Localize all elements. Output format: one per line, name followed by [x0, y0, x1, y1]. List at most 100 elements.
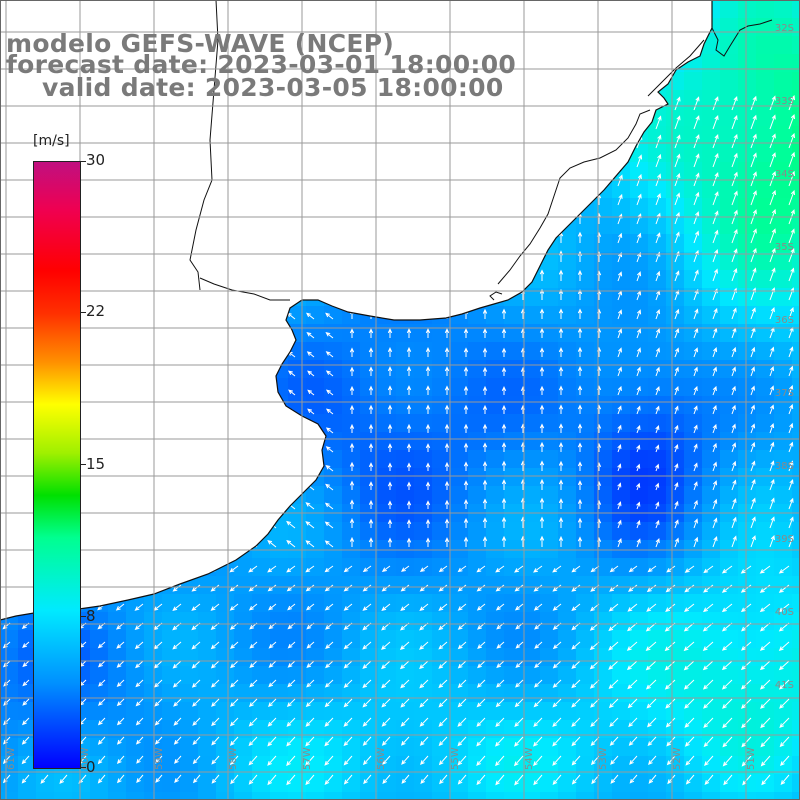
speed-cell	[414, 396, 433, 415]
speed-cell	[522, 774, 541, 793]
wind-arrow	[305, 698, 315, 708]
wind-arrow	[558, 517, 564, 528]
speed-cell	[378, 396, 397, 415]
wind-arrow	[514, 565, 524, 573]
speed-cell	[684, 720, 703, 739]
speed-cell	[144, 702, 163, 721]
wind-arrow	[305, 521, 315, 529]
speed-cell	[558, 558, 577, 577]
speed-cell	[234, 558, 253, 577]
coastline	[0, 0, 713, 621]
speed-cell	[720, 0, 739, 19]
speed-cell	[666, 342, 685, 361]
wind-arrow	[419, 584, 429, 592]
wind-arrow	[626, 641, 638, 651]
wind-arrow	[438, 603, 448, 611]
wind-arrow	[769, 385, 774, 396]
speed-cell	[180, 630, 199, 649]
wind-arrow	[457, 755, 467, 766]
speed-cell	[774, 342, 793, 361]
speed-cell	[198, 648, 217, 667]
wind-arrow	[617, 424, 622, 434]
latitude-label: 32S	[775, 23, 794, 34]
speed-cell	[144, 648, 163, 667]
wind-arrow	[684, 698, 695, 709]
wind-arrow	[636, 463, 641, 472]
speed-cell	[324, 486, 343, 505]
border-line	[189, 0, 705, 291]
speed-cell	[522, 756, 541, 775]
speed-cell	[360, 450, 379, 469]
speed-cell	[468, 738, 487, 757]
longitude-label: 56W	[376, 747, 387, 770]
speed-cell	[684, 378, 703, 397]
wind-arrow	[382, 755, 391, 765]
speed-cell	[648, 342, 667, 361]
wind-arrow	[533, 774, 543, 786]
wind-arrow	[769, 307, 775, 320]
wind-arrow	[712, 152, 719, 168]
speed-cell	[540, 306, 559, 325]
speed-cell	[360, 630, 379, 649]
wind-arrow	[636, 501, 641, 510]
speed-cell	[738, 72, 757, 91]
speed-cell	[702, 162, 721, 181]
wind-arrow	[400, 698, 410, 708]
wind-arrow	[381, 603, 391, 612]
wind-arrow	[608, 698, 619, 709]
speed-cell	[450, 432, 469, 451]
speed-cell	[756, 54, 775, 73]
speed-cell	[576, 612, 595, 631]
speed-cell	[648, 234, 667, 253]
speed-cell	[450, 468, 469, 487]
wind-arrow	[387, 443, 393, 452]
speed-cell	[594, 792, 613, 800]
wind-arrow	[750, 423, 756, 434]
speed-cell	[306, 630, 325, 649]
wind-arrow	[325, 408, 334, 415]
speed-cell	[774, 414, 793, 433]
wind-arrow	[419, 660, 429, 670]
speed-cell	[414, 792, 433, 800]
speed-cell	[414, 558, 433, 577]
wind-arrow	[496, 679, 505, 688]
speed-cell	[774, 162, 793, 181]
speed-cell	[540, 432, 559, 451]
wind-arrow	[558, 385, 564, 395]
speed-cell	[342, 648, 361, 667]
speed-cell	[738, 126, 757, 145]
wind-arrow	[135, 679, 144, 688]
wind-arrow	[501, 308, 507, 319]
wind-arrow	[59, 774, 68, 784]
speed-cell	[252, 630, 271, 649]
wind-arrow	[731, 346, 737, 358]
speed-cell	[414, 720, 433, 739]
wind-arrow	[21, 774, 30, 784]
wind-arrow	[324, 603, 334, 611]
wind-arrow	[684, 584, 695, 593]
wind-arrow	[349, 423, 355, 433]
speed-cell	[774, 288, 793, 307]
speed-cell	[0, 648, 19, 667]
wind-arrow	[674, 424, 679, 434]
speed-cell	[738, 342, 757, 361]
speed-cell	[450, 558, 469, 577]
speed-cell	[522, 324, 541, 343]
speed-cell	[432, 450, 451, 469]
speed-cell	[216, 756, 235, 775]
wind-arrow	[444, 537, 450, 547]
speed-cell	[738, 702, 757, 721]
speed-cell	[594, 756, 613, 775]
wind-arrow	[425, 404, 431, 414]
wind-arrow	[419, 679, 429, 689]
wind-arrow	[693, 443, 698, 453]
wind-arrow	[712, 423, 717, 434]
speed-cell	[360, 774, 379, 793]
wind-arrow	[674, 211, 680, 225]
speed-cell	[342, 540, 361, 559]
wind-arrow	[778, 565, 790, 574]
speed-cell	[252, 648, 271, 667]
speed-cell	[486, 378, 505, 397]
speed-cell	[558, 630, 577, 649]
speed-cell	[486, 648, 505, 667]
